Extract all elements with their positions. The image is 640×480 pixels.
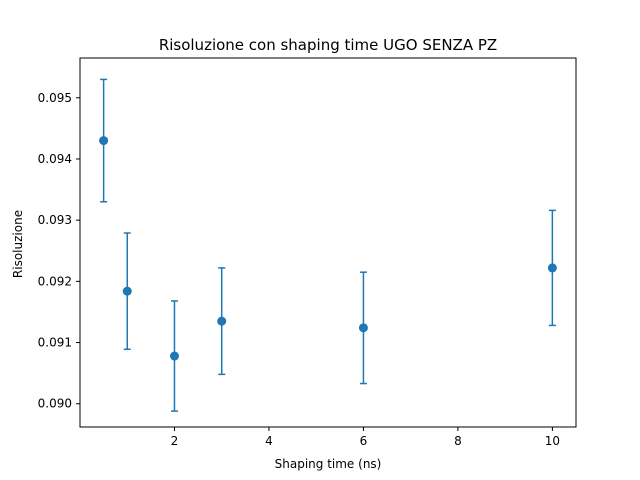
x-tick-label: 6	[360, 434, 368, 448]
y-tick-label: 0.093	[38, 213, 72, 227]
data-point	[358, 323, 368, 333]
chart-title: Risoluzione con shaping time UGO SENZA P…	[159, 36, 497, 54]
plot-frame	[79, 57, 577, 428]
x-tick-label: 10	[545, 434, 560, 448]
x-tick-label: 4	[265, 434, 273, 448]
y-tick-label: 0.095	[38, 91, 72, 105]
y-tick-label: 0.091	[38, 336, 72, 350]
y-tick-label: 0.090	[38, 397, 72, 411]
data-point	[169, 351, 179, 361]
x-tick-label: 2	[171, 434, 179, 448]
x-axis-label: Shaping time (ns)	[275, 457, 382, 471]
y-axis-label: Risoluzione	[11, 210, 25, 278]
x-axis: 2 4 6 8 10	[171, 427, 560, 448]
y-tick-label: 0.092	[38, 274, 72, 288]
y-axis: 0.090 0.091 0.092 0.093 0.094 0.095	[38, 91, 80, 411]
x-tick-label: 8	[454, 434, 462, 448]
data-point	[547, 263, 557, 273]
data-point	[122, 286, 132, 296]
y-tick-label: 0.094	[38, 152, 72, 166]
plot-area	[99, 78, 557, 412]
data-point	[217, 316, 227, 326]
data-point	[99, 136, 109, 146]
